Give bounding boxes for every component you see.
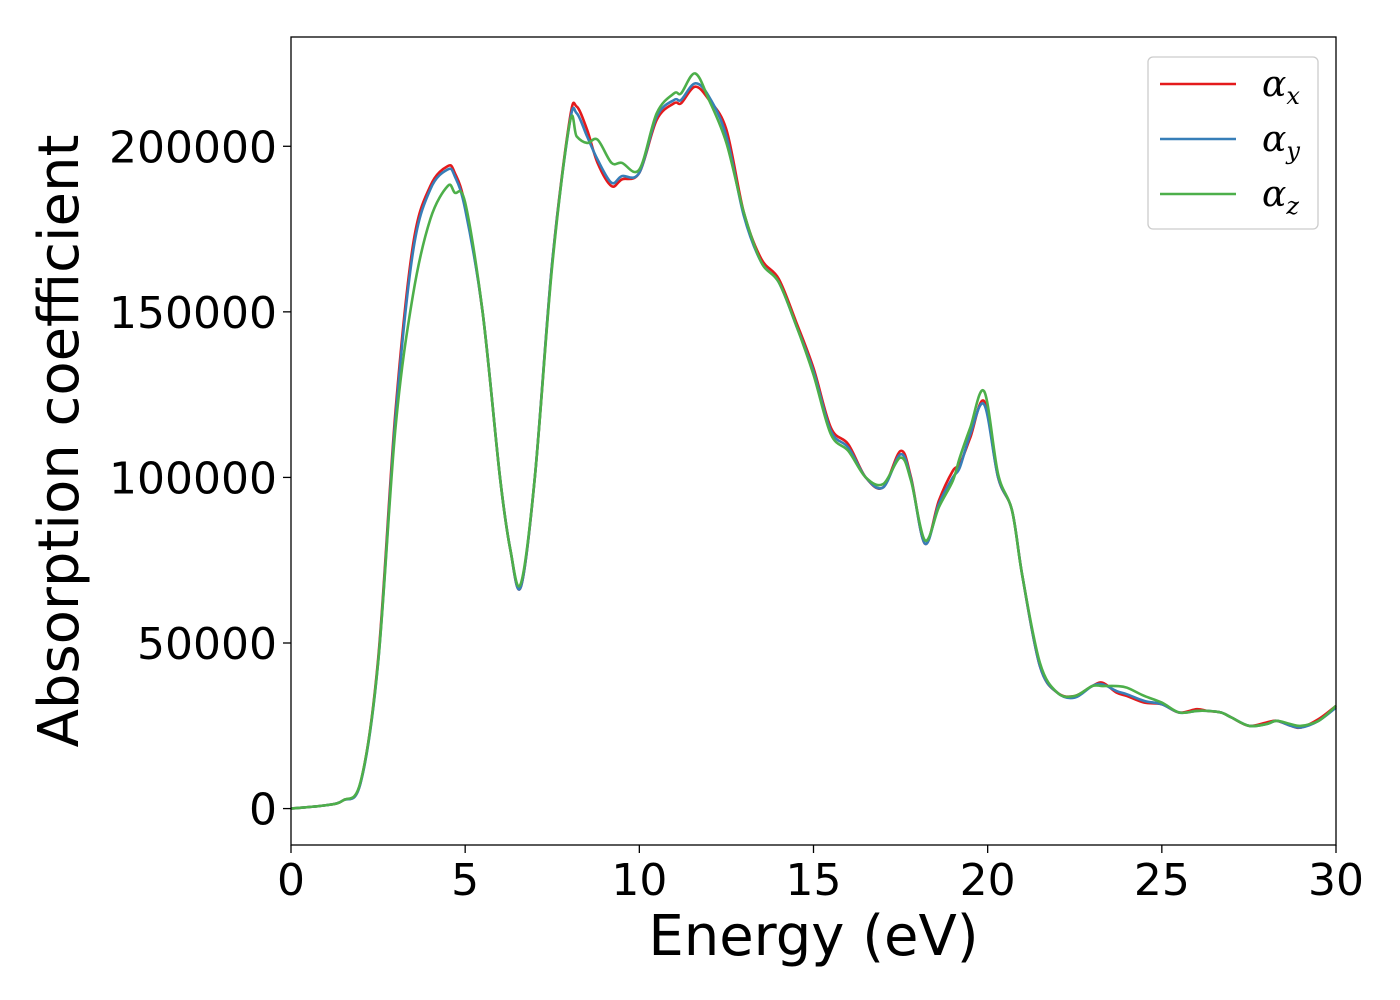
x-tick-label: 25: [1134, 855, 1190, 906]
y-tick-label: 150000: [109, 288, 277, 339]
x-tick-label: 30: [1308, 855, 1364, 906]
series-layer: [290, 72, 1337, 810]
x-axis-ticks: 0 5 10 15 20 25 30: [277, 845, 1364, 906]
y-tick-label: 50000: [137, 619, 277, 670]
y-tick-label: 200000: [109, 122, 277, 173]
legend-label-1: αx: [1262, 64, 1300, 110]
legend-label-2: αy: [1262, 119, 1300, 165]
legend-box: [1147, 56, 1319, 230]
x-tick-label: 0: [277, 855, 305, 906]
plot-frame: [290, 36, 1337, 846]
y-tick-label: 0: [249, 785, 277, 836]
y-axis-ticks: 0 50000 100000 150000 200000: [109, 122, 291, 836]
x-tick-label: 15: [786, 855, 842, 906]
x-tick-label: 10: [611, 855, 667, 906]
x-tick-label: 5: [451, 855, 479, 906]
x-axis-label: Energy (eV): [648, 904, 978, 969]
x-tick-label: 20: [960, 855, 1016, 906]
series-line-3: [290, 72, 1337, 810]
y-tick-label: 100000: [109, 453, 277, 504]
y-axis-label: Absorption coefficient: [27, 135, 92, 748]
